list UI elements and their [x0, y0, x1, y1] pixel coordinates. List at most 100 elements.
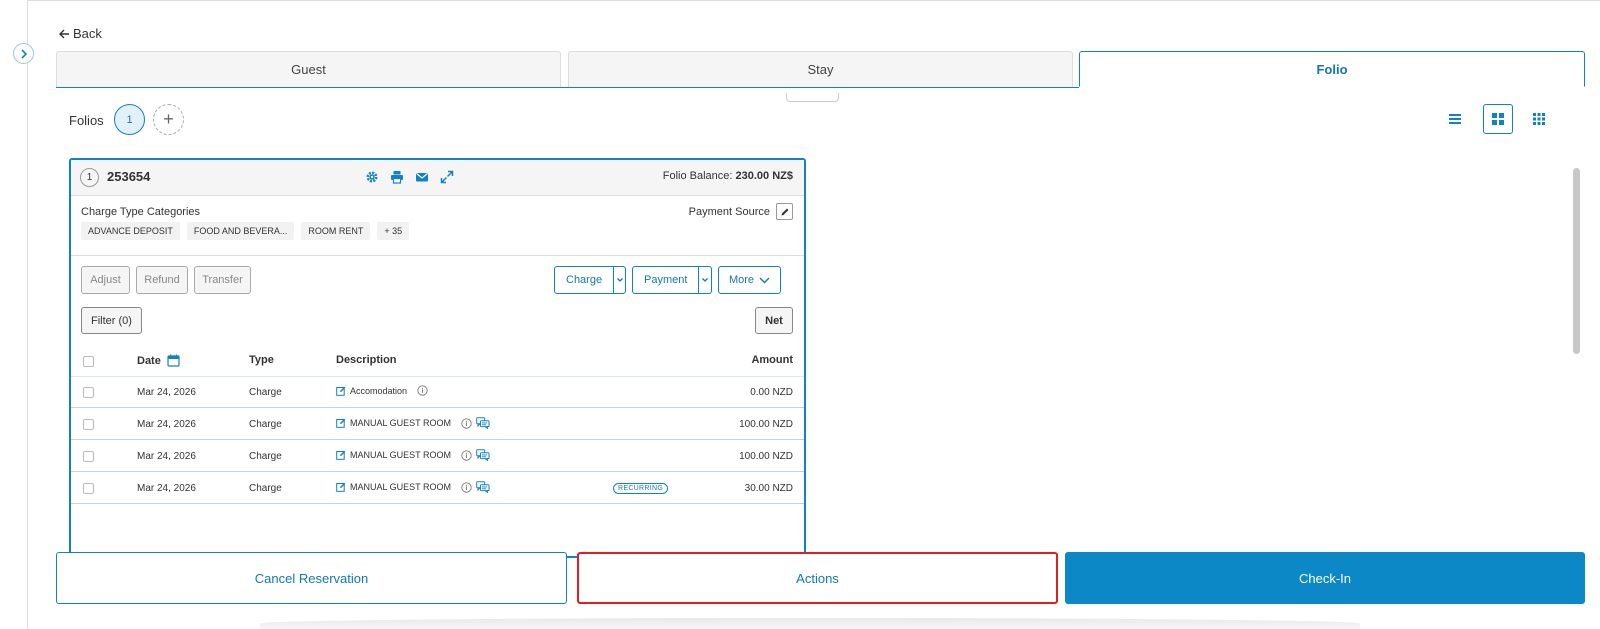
amount-column-header: Amount: [751, 354, 793, 366]
edit-icon[interactable]: [336, 482, 346, 492]
charge-button[interactable]: Charge: [554, 266, 626, 294]
expand-icon[interactable]: [439, 169, 455, 185]
left-sidebar-strip: [0, 0, 28, 629]
header-divider: [71, 376, 804, 377]
tab-guest-label: Guest: [291, 62, 326, 77]
row-description: Accomodation: [336, 385, 428, 396]
comments-icon[interactable]: [476, 449, 490, 461]
comments-icon[interactable]: [476, 417, 490, 429]
settings-icon[interactable]: [364, 169, 380, 185]
row-checkbox[interactable]: [83, 419, 94, 430]
pencil-icon: [781, 208, 788, 215]
charge-dropdown[interactable]: [613, 267, 625, 293]
cancel-reservation-button[interactable]: Cancel Reservation: [56, 552, 567, 604]
payment-label: Payment: [644, 274, 688, 286]
row-description-text: MANUAL GUEST ROOM: [350, 418, 452, 428]
chip-room-rent: ROOM RENT: [301, 222, 371, 240]
folio-balance-value: 230.00 NZ$: [735, 170, 793, 182]
chevron-down-icon: [702, 278, 709, 282]
row-checkbox[interactable]: [83, 451, 94, 462]
row-description: MANUAL GUEST ROOM: [336, 449, 490, 461]
adjust-button[interactable]: Adjust: [81, 266, 130, 294]
more-button[interactable]: More: [718, 266, 781, 294]
row-description: MANUAL GUEST ROOM: [336, 481, 490, 493]
folio-id: 253654: [107, 169, 151, 184]
grid-2-view-button[interactable]: [1483, 104, 1513, 134]
grid-2-icon: [1492, 113, 1504, 125]
back-link[interactable]: Back: [58, 26, 102, 41]
edit-icon[interactable]: [336, 386, 346, 396]
filter-button[interactable]: Filter (0): [81, 307, 142, 334]
tab-guest[interactable]: Guest: [56, 51, 561, 87]
add-folio-button[interactable]: +: [153, 104, 184, 135]
more-label: More: [728, 274, 755, 286]
info-icon[interactable]: [461, 417, 472, 429]
check-in-button[interactable]: Check-In: [1065, 552, 1585, 604]
row-type: Charge: [249, 483, 282, 494]
row-checkbox[interactable]: [83, 483, 94, 494]
chip-advance-deposit: ADVANCE DEPOSIT: [81, 222, 180, 240]
type-column-header: Type: [249, 354, 274, 366]
info-icon[interactable]: [461, 449, 472, 461]
row-description-text: MANUAL GUEST ROOM: [350, 482, 452, 492]
chevron-down-icon: [616, 278, 623, 282]
payment-source-label: Payment Source: [688, 206, 770, 218]
calendar-icon[interactable]: [167, 354, 180, 367]
charge-label: Charge: [566, 274, 603, 286]
refund-button[interactable]: Refund: [136, 266, 188, 294]
list-view-button[interactable]: [1440, 104, 1470, 134]
chevron-right-icon: [20, 48, 27, 59]
date-header-label: Date: [137, 354, 161, 367]
row-type: Charge: [249, 419, 282, 430]
row-date: Mar 24, 2026: [137, 387, 196, 398]
table-row[interactable]: Mar 24, 2026 Charge MANUAL GUEST ROOM 10…: [71, 409, 804, 440]
reservation-tabs: Guest Stay Folio: [56, 51, 1585, 88]
table-row[interactable]: Mar 24, 2026 Charge MANUAL GUEST ROOM 10…: [71, 441, 804, 472]
tab-underline: [56, 87, 1079, 88]
bottom-shadow: [260, 618, 1360, 629]
actions-button[interactable]: Actions: [577, 552, 1058, 604]
row-type: Charge: [249, 387, 282, 398]
charge-type-categories-label: Charge Type Categories: [81, 206, 201, 218]
grid-3-view-button[interactable]: [1524, 104, 1554, 134]
list-icon: [1449, 114, 1461, 124]
chip-more-count[interactable]: + 35: [377, 222, 410, 240]
row-checkbox[interactable]: [83, 387, 94, 398]
collapse-handle[interactable]: [786, 93, 839, 102]
page-scrollbar[interactable]: [1573, 168, 1580, 354]
edit-icon[interactable]: [336, 418, 346, 428]
table-row[interactable]: Mar 24, 2026 Charge MANUAL GUEST ROOM RE…: [71, 473, 804, 504]
select-all-checkbox[interactable]: [83, 356, 94, 367]
divider: [71, 255, 804, 256]
tab-stay[interactable]: Stay: [568, 51, 1073, 87]
email-icon[interactable]: [414, 169, 430, 185]
folio-card-header: 1 253654 Folio Balance: 230.00 NZ$: [71, 160, 804, 196]
net-button[interactable]: Net: [755, 307, 793, 334]
edit-icon[interactable]: [336, 450, 346, 460]
chevron-down-icon: [759, 277, 770, 284]
bottom-action-bar: Cancel Reservation Actions Check-In: [56, 552, 1585, 604]
row-amount: 100.00 NZD: [739, 419, 793, 430]
top-border: [0, 0, 1600, 1]
tab-folio[interactable]: Folio: [1079, 51, 1585, 87]
expand-sidebar-button[interactable]: [13, 43, 34, 64]
comments-icon[interactable]: [476, 481, 490, 493]
row-amount: 100.00 NZD: [739, 451, 793, 462]
row-type: Charge: [249, 451, 282, 462]
table-row[interactable]: Mar 24, 2026 Charge Accomodation 0.00 NZ…: [71, 377, 804, 408]
tab-folio-label: Folio: [1316, 61, 1348, 77]
info-icon[interactable]: [417, 385, 428, 396]
folios-label: Folios: [69, 113, 104, 128]
folio-selector-1[interactable]: 1: [114, 104, 145, 135]
folio-card: 1 253654 Folio Balance: 230.00 NZ$: [69, 158, 806, 558]
transfer-button[interactable]: Transfer: [194, 266, 251, 294]
back-label: Back: [73, 26, 102, 41]
payment-button[interactable]: Payment: [632, 266, 712, 294]
print-icon[interactable]: [389, 169, 405, 185]
payment-source-edit-button[interactable]: [776, 203, 793, 220]
row-description-text: Accomodation: [350, 385, 408, 396]
payment-dropdown[interactable]: [698, 267, 711, 293]
info-icon[interactable]: [461, 481, 472, 493]
row-date: Mar 24, 2026: [137, 483, 196, 494]
